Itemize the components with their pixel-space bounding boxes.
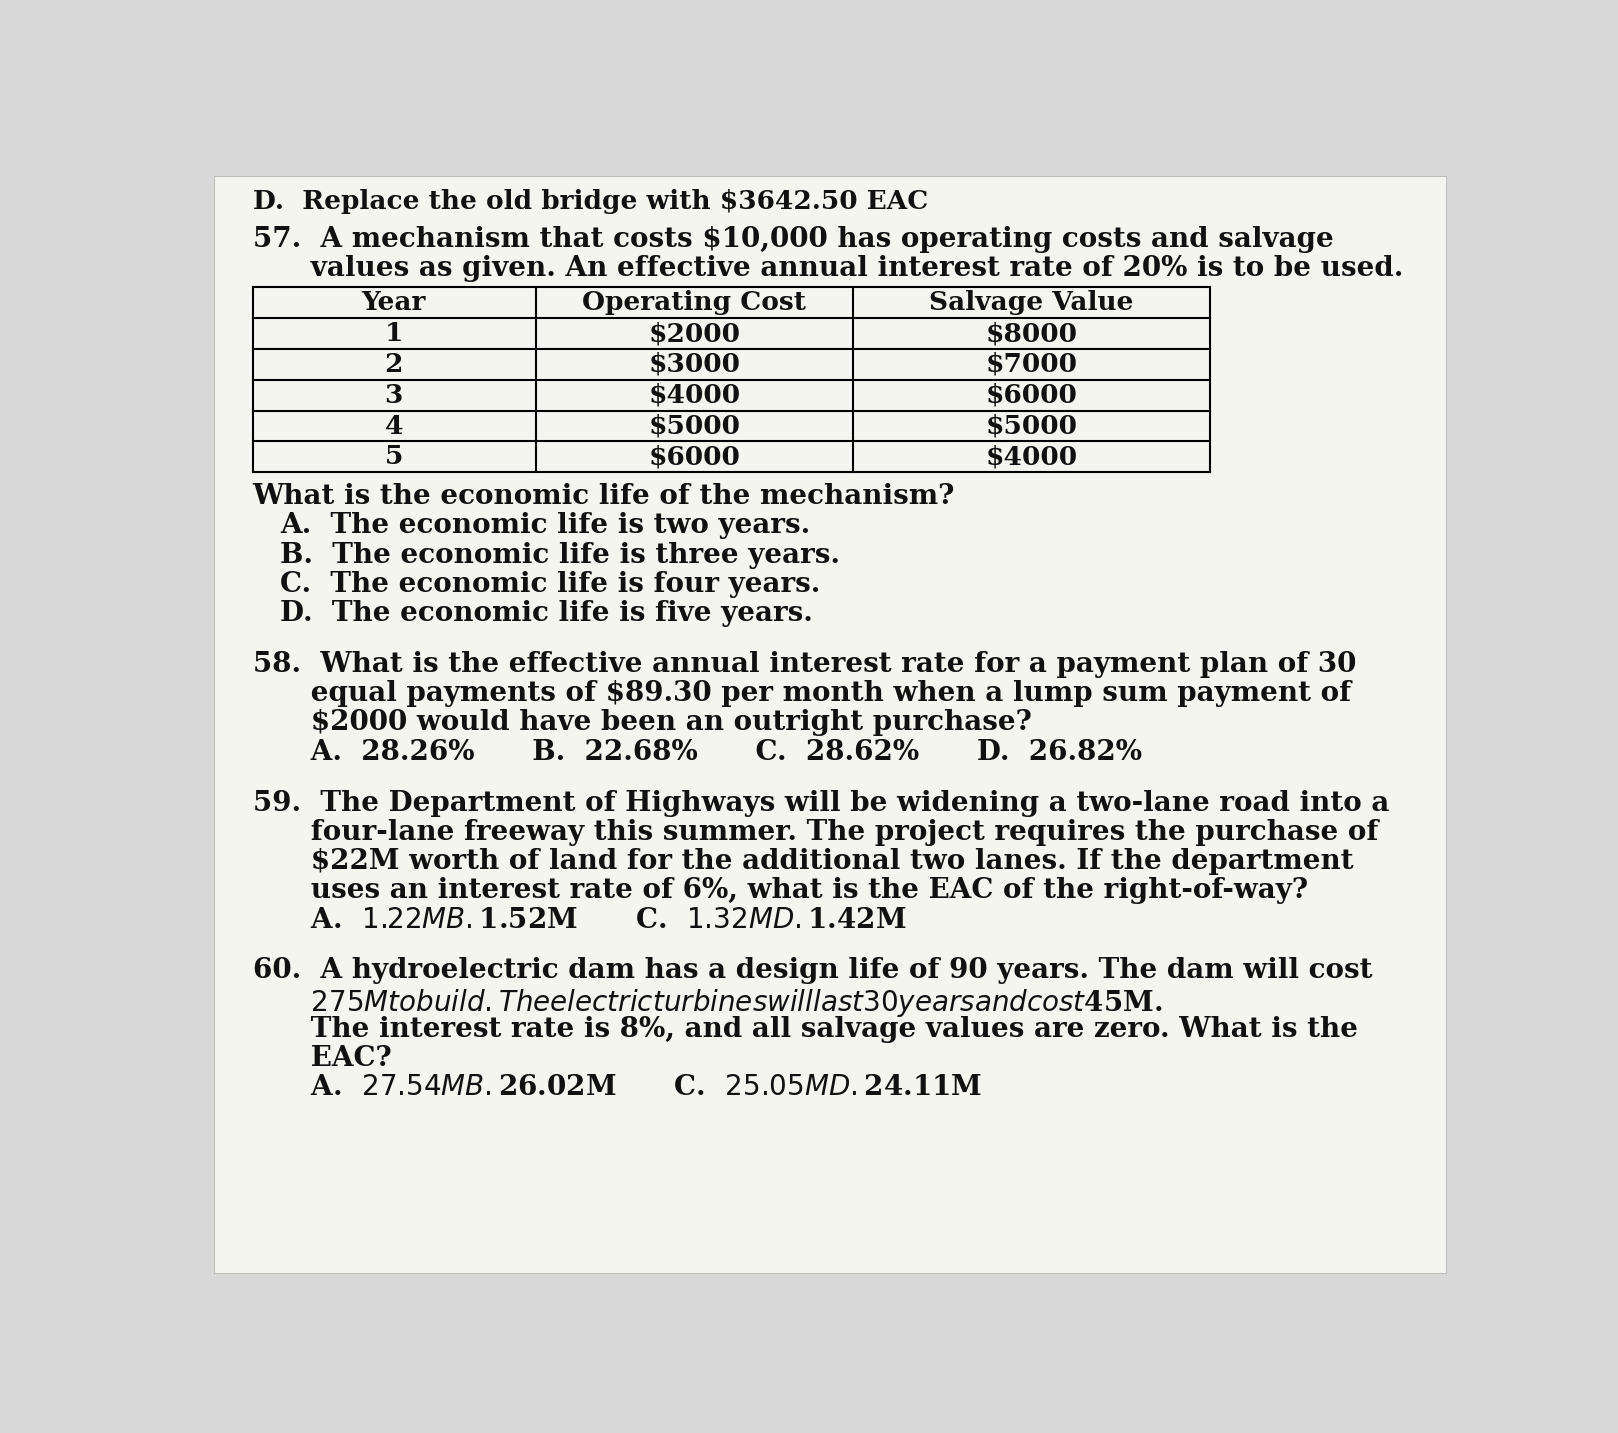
Text: What is the economic life of the mechanism?: What is the economic life of the mechani… <box>252 483 955 510</box>
Text: Operating Cost: Operating Cost <box>582 291 806 315</box>
Text: four-lane freeway this summer. The project requires the purchase of: four-lane freeway this summer. The proje… <box>252 818 1379 845</box>
Text: D.  Replace the old bridge with $3642.50 EAC: D. Replace the old bridge with $3642.50 … <box>252 189 927 214</box>
Text: 3: 3 <box>385 383 403 408</box>
Text: 5: 5 <box>385 444 403 470</box>
Text: $7000: $7000 <box>985 353 1078 377</box>
Text: Salvage Value: Salvage Value <box>929 291 1134 315</box>
Text: $22M worth of land for the additional two lanes. If the department: $22M worth of land for the additional tw… <box>252 848 1353 876</box>
Text: equal payments of $89.30 per month when a lump sum payment of: equal payments of $89.30 per month when … <box>252 681 1351 706</box>
Text: EAC?: EAC? <box>252 1045 392 1072</box>
Text: A.  The economic life is two years.: A. The economic life is two years. <box>280 513 811 539</box>
Text: $275M to build. The electric turbines will last 30 years and cost $45M.: $275M to build. The electric turbines wi… <box>252 986 1162 1019</box>
Text: $2000 would have been an outright purchase?: $2000 would have been an outright purcha… <box>252 709 1032 737</box>
Text: $4000: $4000 <box>649 383 741 408</box>
Text: $2000: $2000 <box>649 321 741 347</box>
Text: $6000: $6000 <box>985 383 1078 408</box>
Text: 2: 2 <box>385 353 403 377</box>
Text: C.  The economic life is four years.: C. The economic life is four years. <box>280 570 820 598</box>
Text: $6000: $6000 <box>649 444 741 470</box>
FancyBboxPatch shape <box>214 176 1446 1273</box>
Text: 60.  A hydroelectric dam has a design life of 90 years. The dam will cost: 60. A hydroelectric dam has a design lif… <box>252 957 1372 984</box>
Text: uses an interest rate of 6%, what is the EAC of the right-of-way?: uses an interest rate of 6%, what is the… <box>252 877 1307 904</box>
Text: Year: Year <box>361 291 426 315</box>
Text: $5000: $5000 <box>985 414 1078 438</box>
Text: 59.  The Department of Highways will be widening a two-lane road into a: 59. The Department of Highways will be w… <box>252 790 1388 817</box>
Text: $3000: $3000 <box>649 353 741 377</box>
Text: $5000: $5000 <box>649 414 741 438</box>
Text: A.  28.26%      B.  22.68%      C.  28.62%      D.  26.82%: A. 28.26% B. 22.68% C. 28.62% D. 26.82% <box>252 738 1142 765</box>
Text: The interest rate is 8%, and all salvage values are zero. What is the: The interest rate is 8%, and all salvage… <box>252 1016 1358 1043</box>
Text: 4: 4 <box>385 414 403 438</box>
Text: 58.  What is the effective annual interest rate for a payment plan of 30: 58. What is the effective annual interes… <box>252 651 1356 678</box>
Text: A.  $27.54M      B.  $26.02M      C.  $25.05M      D.  $24.11M: A. $27.54M B. $26.02M C. $25.05M D. $24.… <box>252 1075 982 1102</box>
Text: D.  The economic life is five years.: D. The economic life is five years. <box>280 600 812 628</box>
Text: A.  $1.22M      B.  $1.52M      C.  $1.32M      D.  $1.42M: A. $1.22M B. $1.52M C. $1.32M D. $1.42M <box>252 907 906 933</box>
Text: B.  The economic life is three years.: B. The economic life is three years. <box>280 542 840 569</box>
Text: 1: 1 <box>385 321 403 347</box>
Text: 57.  A mechanism that costs $10,000 has operating costs and salvage: 57. A mechanism that costs $10,000 has o… <box>252 226 1333 252</box>
Text: $8000: $8000 <box>985 321 1078 347</box>
Text: $4000: $4000 <box>985 444 1078 470</box>
Text: values as given. An effective annual interest rate of 20% is to be used.: values as given. An effective annual int… <box>252 255 1403 282</box>
